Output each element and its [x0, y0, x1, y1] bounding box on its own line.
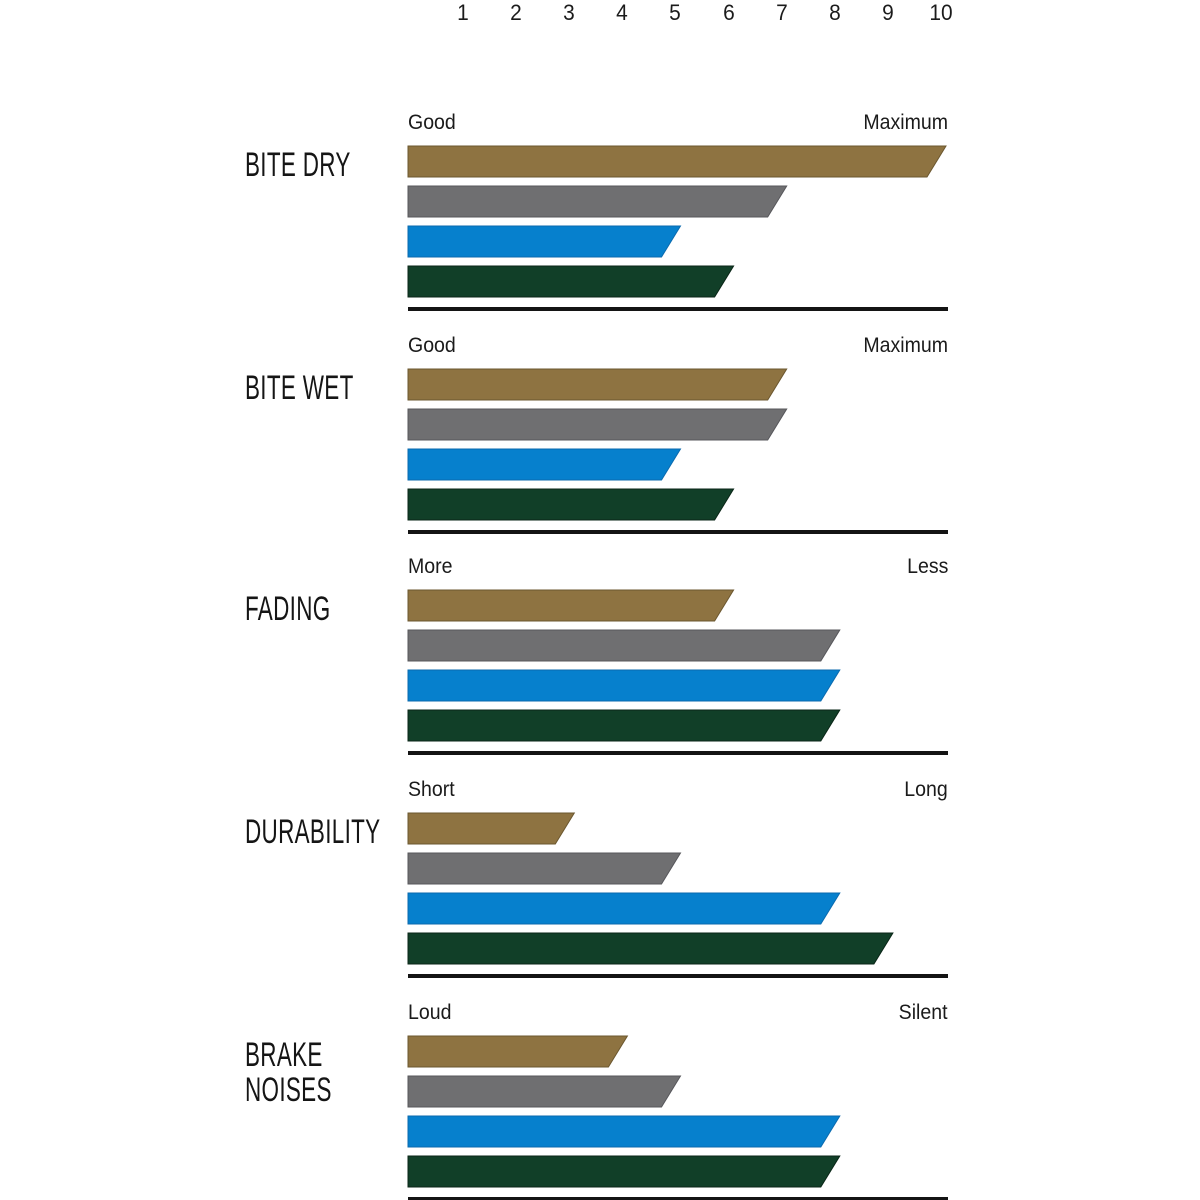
bar-dark-green-bite-wet — [407, 488, 735, 521]
baseline-brake-noises — [408, 1197, 948, 1200]
section-title-line: BRAKE — [245, 1036, 323, 1074]
axis-tick-1: 1 — [457, 0, 469, 25]
baseline-fading — [408, 751, 948, 755]
section-title-brake-noises: BRAKE NOISES — [245, 1038, 332, 1108]
section-title-bite-dry: BITE DRY — [245, 148, 351, 183]
scale-left-label-fading: More — [408, 555, 453, 578]
section-title-line: NOISES — [245, 1071, 332, 1109]
bar-grey-bite-dry — [407, 185, 788, 218]
axis-tick-8: 8 — [828, 0, 841, 25]
scale-right-label-brake-noises: Silent — [899, 1001, 948, 1024]
bar-grey-bite-wet — [407, 408, 788, 441]
axis-tick-3: 3 — [563, 0, 576, 25]
bar-dark-green-bite-dry — [407, 265, 735, 298]
section-title-durability: DURABILITY — [245, 815, 380, 850]
bar-blue-fading — [407, 669, 841, 702]
axis-tick-2: 2 — [510, 0, 522, 25]
bar-gold-bite-dry — [407, 145, 947, 178]
bar-grey-brake-noises — [407, 1075, 682, 1108]
bar-gold-durability — [407, 812, 576, 845]
baseline-bite-wet — [408, 530, 948, 534]
bar-blue-bite-dry — [407, 225, 682, 258]
bar-gold-fading — [407, 589, 735, 622]
axis-tick-5: 5 — [669, 0, 682, 25]
bar-blue-brake-noises — [407, 1115, 841, 1148]
bar-dark-green-brake-noises — [407, 1155, 841, 1188]
axis-tick-6: 6 — [722, 0, 735, 25]
bar-blue-durability — [407, 892, 841, 925]
section-title-bite-wet: BITE WET — [245, 371, 354, 406]
scale-right-label-durability: Long — [904, 778, 948, 801]
scale-left-label-bite-dry: Good — [408, 111, 456, 134]
scale-left-label-bite-wet: Good — [408, 334, 456, 357]
bar-gold-brake-noises — [407, 1035, 629, 1068]
scale-left-label-brake-noises: Loud — [408, 1001, 452, 1024]
scale-right-label-bite-dry: Maximum — [863, 111, 948, 134]
bar-blue-bite-wet — [407, 448, 682, 481]
baseline-durability — [408, 974, 948, 978]
section-title-line: BITE DRY — [245, 146, 351, 184]
section-title-line: BITE WET — [245, 369, 354, 407]
axis-tick-10: 10 — [929, 0, 953, 25]
bar-gold-bite-wet — [407, 368, 788, 401]
section-title-fading: FADING — [245, 592, 331, 627]
section-title-line: FADING — [245, 590, 331, 628]
bar-grey-durability — [407, 852, 682, 885]
bar-dark-green-durability — [407, 932, 894, 965]
scale-left-label-durability: Short — [408, 778, 455, 801]
bar-grey-fading — [407, 629, 841, 662]
axis-tick-4: 4 — [616, 0, 629, 25]
scale-right-label-bite-wet: Maximum — [863, 334, 948, 357]
bar-dark-green-fading — [407, 709, 841, 742]
axis-tick-9: 9 — [881, 0, 894, 25]
section-title-line: DURABILITY — [245, 813, 381, 851]
axis-tick-7: 7 — [775, 0, 788, 25]
scale-right-label-fading: Less — [906, 555, 948, 578]
baseline-bite-dry — [408, 307, 948, 311]
